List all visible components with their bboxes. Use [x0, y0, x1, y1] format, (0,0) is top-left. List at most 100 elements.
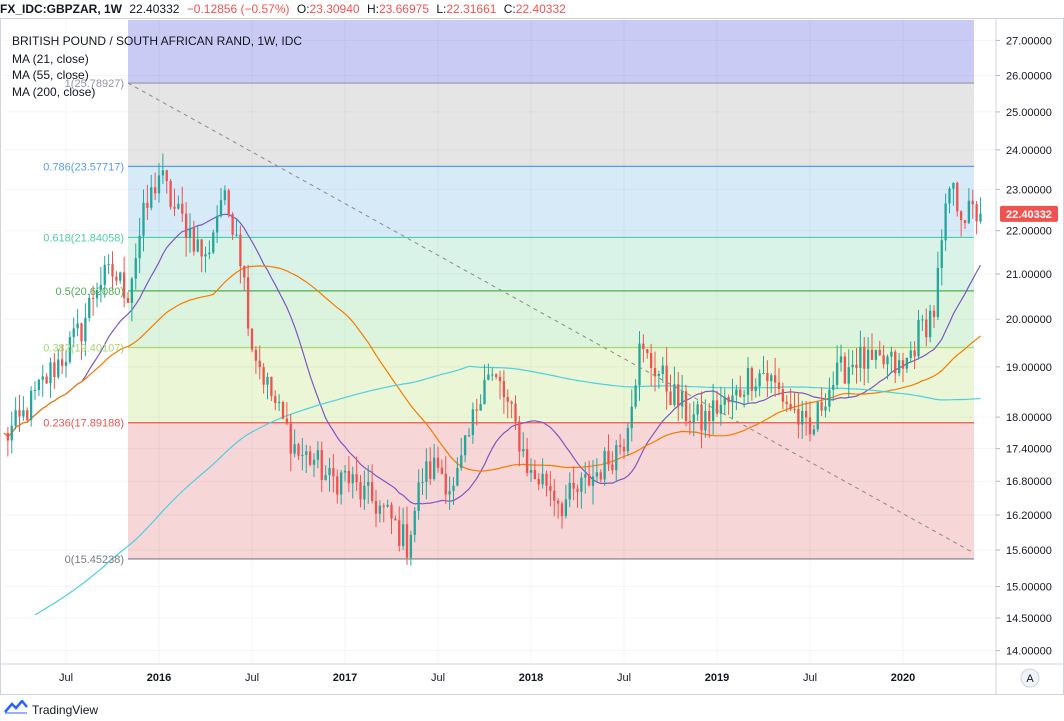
candle-body-80	[312, 459, 316, 465]
candle-body-238	[925, 319, 928, 338]
symbol-label[interactable]: FX_IDC:GBPZAR, 1W	[0, 2, 123, 16]
candle-body-198	[770, 375, 773, 382]
candle-body-177	[688, 420, 692, 423]
candle-body-232	[901, 360, 905, 369]
price-badge-box	[1000, 205, 1058, 222]
candle-body-74	[289, 423, 292, 454]
fib-band-3	[128, 290, 974, 348]
candle-body-160	[622, 446, 626, 452]
candle-body-11	[45, 376, 48, 384]
candle-body-187	[727, 396, 730, 403]
candle-body-2	[10, 425, 13, 441]
candle-body-10	[41, 376, 44, 380]
candle-body-220	[855, 364, 858, 368]
candle-body-7	[29, 390, 33, 421]
open-value: 23.30940	[309, 2, 360, 16]
candle-body-194	[754, 386, 757, 391]
candle-body-245	[952, 182, 955, 189]
open-key: O:	[296, 2, 310, 16]
candle-body-161	[626, 427, 630, 452]
candle-body-149	[580, 477, 583, 492]
candle-body-130	[506, 397, 509, 402]
y-tick-label-5: 22.00000	[1006, 226, 1052, 238]
candle-body-208	[808, 417, 812, 435]
candle-body-224	[870, 349, 874, 360]
candle-body-60	[235, 234, 238, 236]
candle-body-181	[704, 410, 707, 431]
candles	[6, 153, 982, 566]
candle-body-190	[739, 389, 742, 397]
auto-button-circle[interactable]	[1020, 668, 1040, 688]
time-axis[interactable]: Jul 2016 Jul 2017 Jul 2018 Jul 2019 Jul 2020	[59, 672, 915, 684]
legend-ma21[interactable]: MA (21, close)	[12, 52, 89, 66]
candle-body-109	[425, 461, 428, 482]
candle-body-172	[669, 391, 672, 405]
candle-body-48	[188, 227, 192, 239]
candle-body-168	[653, 367, 657, 377]
candle-body-226	[878, 349, 881, 356]
price-axis[interactable]: 27.00000 26.00000 25.00000 24.00000 23.00000…	[996, 35, 1052, 658]
candle-body-43	[169, 181, 172, 207]
candle-body-141	[549, 485, 552, 491]
fib-labels: 1(25.78927) 0.786(23.57717) 0.618(21.84058…	[43, 78, 124, 566]
candle-body-88	[343, 470, 347, 473]
candle-body-239	[928, 310, 932, 338]
candle-body-33	[130, 278, 134, 303]
low-key: L:	[436, 2, 447, 16]
candle-body-215	[835, 362, 839, 385]
candle-body-199	[773, 375, 777, 383]
tradingview-logo-icon[interactable]	[4, 699, 28, 721]
candle-body-104	[405, 524, 409, 558]
candle-body-76	[297, 444, 300, 456]
trendline[interactable]	[127, 82, 975, 554]
candle-body-248	[963, 220, 967, 223]
last-price: 22.40332	[129, 2, 180, 16]
candle-body-134	[522, 449, 525, 452]
candle-body-37	[146, 202, 149, 208]
legend-ma55[interactable]: MA (55, close)	[12, 68, 89, 82]
legend-ma200[interactable]: MA (200, close)	[12, 85, 95, 99]
fib-retracement[interactable]	[128, 20, 974, 560]
fib-band-top	[128, 20, 974, 84]
candle-body-1	[6, 432, 10, 441]
legend-title: BRITISH POUND / SOUTH AFRICAN RAND, 1W, …	[12, 34, 302, 48]
candle-body-64	[250, 328, 254, 350]
candle-body-128	[498, 376, 502, 382]
candle-body-151	[587, 474, 591, 486]
auto-scale-button[interactable]: A	[1020, 668, 1040, 688]
candle-body-123	[479, 404, 482, 411]
candle-body-186	[723, 396, 726, 405]
candle-body-249	[967, 200, 971, 223]
candle-body-162	[630, 406, 633, 428]
candle-body-205	[797, 409, 800, 425]
candle-body-244	[948, 188, 951, 204]
candle-body-145	[564, 499, 568, 517]
candle-body-15	[60, 359, 64, 366]
candle-body-243	[944, 203, 947, 241]
candle-body-201	[781, 389, 785, 402]
candle-body-75	[293, 444, 296, 454]
auto-button-label[interactable]: A	[1026, 673, 1034, 685]
brand-label[interactable]: TradingView	[32, 703, 99, 718]
candle-body-200	[777, 382, 781, 390]
candle-body-180	[700, 404, 703, 431]
high-value: 23.66975	[378, 2, 429, 16]
candle-body-234	[909, 350, 912, 358]
candle-body-138	[537, 478, 540, 485]
candle-body-204	[793, 409, 796, 411]
candle-body-231	[897, 360, 901, 374]
candle-body-185	[719, 404, 723, 414]
candle-body-247	[959, 211, 963, 221]
price-badge: 22.40332	[1000, 205, 1058, 222]
candle-body-144	[560, 503, 564, 517]
fib-label-4: 0.382(19.40107)	[43, 342, 124, 354]
y-tick-label-6: 21.00000	[1006, 269, 1052, 281]
candle-body-139	[541, 473, 544, 485]
price-chart[interactable]: 1(25.78927) 0.786(23.57717) 0.618(21.84058…	[0, 18, 1064, 700]
candle-body-54	[212, 232, 215, 253]
candle-body-182	[708, 410, 711, 421]
candle-body-26	[103, 264, 106, 285]
candle-body-142	[553, 490, 556, 501]
candle-body-84	[328, 468, 331, 476]
candle-body-3	[14, 410, 17, 426]
